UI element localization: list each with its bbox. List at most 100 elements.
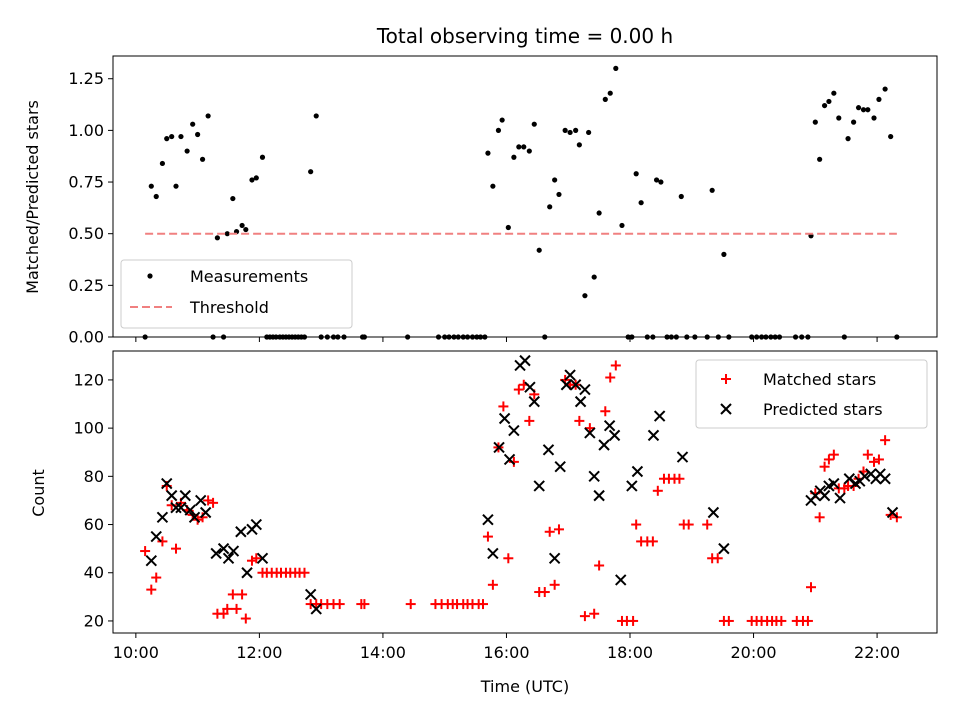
measurement-point xyxy=(625,334,631,340)
measurement-point xyxy=(576,142,582,148)
measurement-point xyxy=(547,204,553,210)
measurement-point xyxy=(230,195,236,202)
measurement-point xyxy=(536,247,542,253)
measurement-point xyxy=(799,334,805,340)
measurement-point xyxy=(335,334,341,340)
predicted-star-point xyxy=(548,552,561,564)
measurement-point xyxy=(596,210,602,216)
measurement-point xyxy=(442,334,448,340)
count-legend-box xyxy=(695,359,928,429)
count-y-tick-label: 80 xyxy=(84,467,104,486)
matched-star-point xyxy=(222,603,233,614)
measurement-point xyxy=(190,121,196,127)
measurement-point xyxy=(469,334,476,340)
measurement-point xyxy=(805,334,811,340)
measurement-point xyxy=(692,334,698,340)
predicted-star-point xyxy=(165,489,178,502)
measurement-point xyxy=(505,224,511,231)
predicted-star-point xyxy=(569,379,582,391)
matched-star-point xyxy=(240,613,251,624)
measurement-point xyxy=(619,222,625,229)
measurement-point xyxy=(749,334,755,340)
measurement-point xyxy=(860,107,867,113)
measurement-point xyxy=(178,133,184,140)
matched-star-point xyxy=(674,473,685,484)
measurement-point xyxy=(253,175,259,181)
measurement-point xyxy=(214,235,220,241)
measurement-point xyxy=(653,177,660,183)
matched-star-point xyxy=(828,449,839,460)
measurement-point xyxy=(888,133,894,140)
predicted-star-point xyxy=(608,429,621,442)
matched-star-point xyxy=(776,615,787,626)
measurement-point xyxy=(273,334,279,340)
predicted-star-point xyxy=(828,477,840,490)
measurement-point xyxy=(882,86,888,92)
predicted-star-point xyxy=(310,603,322,615)
measurement-point xyxy=(812,119,818,125)
legend-predicted-marker xyxy=(720,403,732,415)
measurement-point xyxy=(224,231,230,237)
measurement-point xyxy=(542,334,548,340)
predicted-star-point xyxy=(653,410,666,422)
measurement-point xyxy=(709,187,715,193)
measurement-point xyxy=(259,154,266,160)
measurement-point xyxy=(613,65,619,71)
matched-star-point xyxy=(579,611,590,622)
matched-star-point xyxy=(723,615,734,626)
matched-star-point xyxy=(631,519,642,530)
measurement-point xyxy=(855,105,862,111)
measurement-point xyxy=(817,156,823,162)
predicted-star-point xyxy=(615,574,627,586)
matched-star-point xyxy=(334,599,345,610)
matched-star-point xyxy=(805,582,816,593)
measurement-point xyxy=(633,171,639,177)
measurement-point xyxy=(638,200,644,206)
measurement-point xyxy=(668,334,674,340)
predicted-star-point xyxy=(150,530,162,543)
ratio-y-tick-label: 0.75 xyxy=(68,173,104,192)
matched-star-point xyxy=(823,454,834,465)
measurement-point xyxy=(664,334,670,340)
legend-predicted-label: Predicted stars xyxy=(763,400,883,419)
measurement-point xyxy=(726,334,732,340)
legend-measurements-label: Measurements xyxy=(190,267,308,286)
count-y-tick-label: 100 xyxy=(73,419,104,438)
predicted-star-point xyxy=(184,504,196,516)
predicted-star-point xyxy=(593,489,605,502)
matched-star-point xyxy=(487,579,498,590)
predicted-star-point xyxy=(626,480,638,492)
predicted-star-point xyxy=(560,379,573,391)
count-panel: Count Time (UTC) 20 40 60 80 100 120 10:00 12:… xyxy=(29,350,938,696)
matched-star-point xyxy=(157,536,168,547)
ratio-legend: Measurements Threshold xyxy=(120,259,353,329)
matched-star-point xyxy=(405,599,416,610)
count-y-tick-label: 20 xyxy=(84,611,104,630)
matched-star-point xyxy=(628,615,639,626)
measurement-point xyxy=(405,334,411,340)
measurement-point xyxy=(754,334,760,340)
count-x-tick-label: 20:00 xyxy=(730,643,776,662)
predicted-star-point xyxy=(718,542,730,555)
predicted-star-point xyxy=(554,460,566,473)
predicted-star-point xyxy=(222,552,235,564)
matched-star-point xyxy=(482,531,493,542)
predicted-star-point xyxy=(256,552,269,564)
predicted-star-point xyxy=(574,395,587,408)
matched-star-point xyxy=(647,536,658,547)
measurement-point xyxy=(205,113,211,119)
measurement-point xyxy=(607,90,613,96)
measurement-point xyxy=(831,90,837,96)
measurement-point xyxy=(482,334,488,340)
matched-star-point xyxy=(605,372,616,383)
measurement-point xyxy=(758,334,765,340)
matched-star-point xyxy=(299,567,310,578)
measurement-point xyxy=(164,136,170,142)
matched-star-point xyxy=(802,615,813,626)
measurement-point xyxy=(772,334,778,340)
measurement-point xyxy=(173,183,179,189)
measurement-point xyxy=(361,334,368,340)
count-y-ticks: 20 40 60 80 100 120 xyxy=(73,370,113,630)
measurement-point xyxy=(210,334,216,340)
